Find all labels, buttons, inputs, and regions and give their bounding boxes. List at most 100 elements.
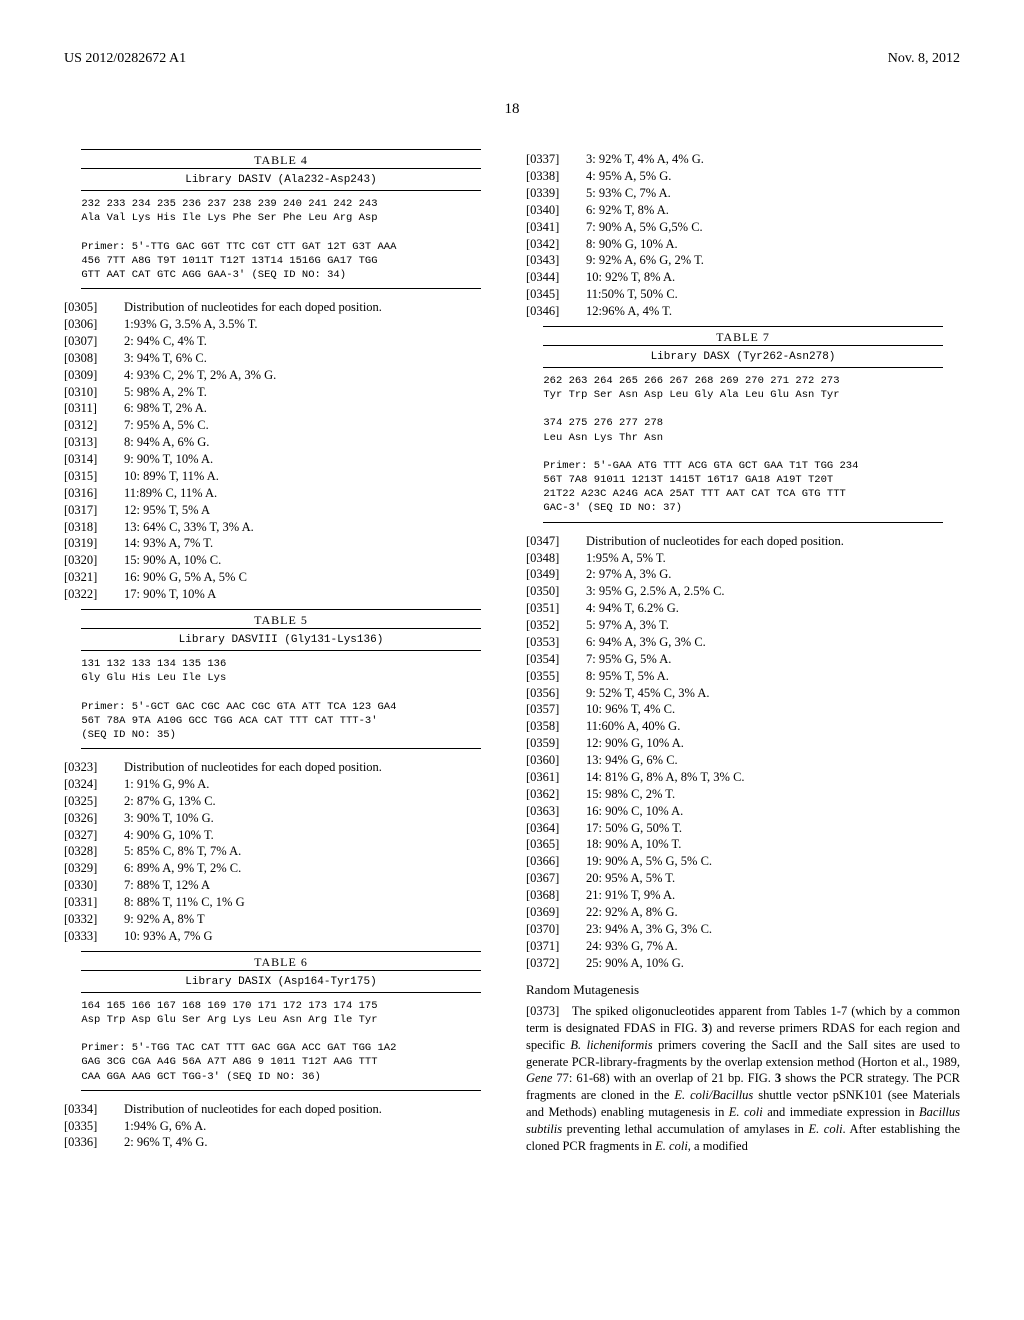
para-row: [0360]13: 94% G, 6% C. (526, 752, 960, 769)
para-index: [0335] (64, 1118, 124, 1135)
para-row: [0309]4: 93% C, 2% T, 2% A, 3% G. (64, 367, 498, 384)
para-row: [0337]3: 92% T, 4% A, 4% G. (526, 151, 960, 168)
para-index: [0315] (64, 468, 124, 485)
para-index: [0338] (526, 168, 586, 185)
para-row: [0319]14: 93% A, 7% T. (64, 535, 498, 552)
para-text: 24: 93% G, 7% A. (586, 938, 960, 955)
para-text: 6: 89% A, 9% T, 2% C. (124, 860, 498, 877)
para-text: 16: 90% G, 5% A, 5% C (124, 569, 498, 586)
para-text: Distribution of nucleotides for each dop… (586, 533, 960, 550)
para-index: [0322] (64, 586, 124, 603)
para-index: [0321] (64, 569, 124, 586)
para-index: [0373] (526, 1004, 572, 1018)
para-row: [0335]1:94% G, 6% A. (64, 1118, 498, 1135)
para-fragment: 77: 61-68) with an overlap of 21 bp. FIG… (552, 1071, 775, 1085)
para-text: 20: 95% A, 5% T. (586, 870, 960, 887)
para-fragment: preventing lethal accumulation of amylas… (562, 1122, 808, 1136)
para-text: 1: 91% G, 9% A. (124, 776, 498, 793)
para-row: [0332]9: 92% A, 8% T (64, 911, 498, 928)
para-row: [0320]15: 90% A, 10% C. (64, 552, 498, 569)
para-index: [0342] (526, 236, 586, 253)
para-row: [0305]Distribution of nucleotides for ea… (64, 299, 498, 316)
para-index: [0369] (526, 904, 586, 921)
para-row: [0345]11:50% T, 50% C. (526, 286, 960, 303)
para-text: 7: 88% T, 12% A (124, 877, 498, 894)
para-text: 14: 93% A, 7% T. (124, 535, 498, 552)
para-index: [0353] (526, 634, 586, 651)
para-text: 15: 98% C, 2% T. (586, 786, 960, 803)
para-index: [0313] (64, 434, 124, 451)
para-row: [0339]5: 93% C, 7% A. (526, 185, 960, 202)
para-text: 18: 90% A, 10% T. (586, 836, 960, 853)
para-fragment: E. coli (729, 1105, 763, 1119)
table-6: TABLE 6 Library DASIX (Asp164-Tyr175) 16… (81, 951, 480, 1091)
para-index: [0351] (526, 600, 586, 617)
para-text: 4: 95% A, 5% G. (586, 168, 960, 185)
para-text: 1:94% G, 6% A. (124, 1118, 498, 1135)
para-row: [0341]7: 90% A, 5% G,5% C. (526, 219, 960, 236)
para-text: 4: 90% G, 10% T. (124, 827, 498, 844)
para-row: [0351]4: 94% T, 6.2% G. (526, 600, 960, 617)
para-text: 5: 97% A, 3% T. (586, 617, 960, 634)
para-index: [0309] (64, 367, 124, 384)
para-index: [0370] (526, 921, 586, 938)
para-index: [0312] (64, 417, 124, 434)
right-column: [0337]3: 92% T, 4% A, 4% G.[0338]4: 95% … (526, 143, 960, 1157)
para-text: 5: 98% A, 2% T. (124, 384, 498, 401)
para-row: [0363]16: 90% C, 10% A. (526, 803, 960, 820)
para-text: 2: 97% A, 3% G. (586, 566, 960, 583)
para-index: [0333] (64, 928, 124, 945)
para-row: [0346]12:96% A, 4% T. (526, 303, 960, 320)
table-4-title: Library DASIV (Ala232-Asp243) (81, 171, 480, 190)
para-row: [0364]17: 50% G, 50% T. (526, 820, 960, 837)
para-text: 14: 81% G, 8% A, 8% T, 3% C. (586, 769, 960, 786)
para-row: [0316]11:89% C, 11% A. (64, 485, 498, 502)
para-index: [0311] (64, 400, 124, 417)
para-row: [0324]1: 91% G, 9% A. (64, 776, 498, 793)
para-text: 10: 92% T, 8% A. (586, 269, 960, 286)
page-number: 18 (64, 99, 960, 119)
para-row: [0313]8: 94% A, 6% G. (64, 434, 498, 451)
para-index: [0339] (526, 185, 586, 202)
para-text: 16: 90% C, 10% A. (586, 803, 960, 820)
para-text: 23: 94% A, 3% G, 3% C. (586, 921, 960, 938)
para-text: 8: 94% A, 6% G. (124, 434, 498, 451)
para-row: [0365]18: 90% A, 10% T. (526, 836, 960, 853)
para-row: [0366]19: 90% A, 5% G, 5% C. (526, 853, 960, 870)
para-row: [0322]17: 90% T, 10% A (64, 586, 498, 603)
para-index: [0344] (526, 269, 586, 286)
para-index: [0334] (64, 1101, 124, 1118)
para-row: [0325]2: 87% G, 13% C. (64, 793, 498, 810)
para-text: 4: 94% T, 6.2% G. (586, 600, 960, 617)
para-index: [0346] (526, 303, 586, 320)
para-text: 9: 92% A, 6% G, 2% T. (586, 252, 960, 269)
para-index: [0358] (526, 718, 586, 735)
para-index: [0359] (526, 735, 586, 752)
para-text: 1:95% A, 5% T. (586, 550, 960, 567)
para-text: 13: 94% G, 6% C. (586, 752, 960, 769)
para-index: [0368] (526, 887, 586, 904)
para-index: [0318] (64, 519, 124, 536)
para-index: [0307] (64, 333, 124, 350)
para-index: [0365] (526, 836, 586, 853)
para-text: 5: 85% C, 8% T, 7% A. (124, 843, 498, 860)
para-index: [0364] (526, 820, 586, 837)
table-6-body: 164 165 166 167 168 169 170 171 172 173 … (81, 995, 480, 1088)
para-index: [0320] (64, 552, 124, 569)
para-text: 7: 95% A, 5% C. (124, 417, 498, 434)
para-text: 1:93% G, 3.5% A, 3.5% T. (124, 316, 498, 333)
para-index: [0347] (526, 533, 586, 550)
list-7: [0347]Distribution of nucleotides for ea… (526, 533, 960, 972)
para-row: [0311]6: 98% T, 2% A. (64, 400, 498, 417)
para-index: [0317] (64, 502, 124, 519)
para-text: 12:96% A, 4% T. (586, 303, 960, 320)
para-text: 3: 92% T, 4% A, 4% G. (586, 151, 960, 168)
table-4-label: TABLE 4 (81, 152, 480, 168)
para-index: [0350] (526, 583, 586, 600)
para-index: [0308] (64, 350, 124, 367)
para-index: [0337] (526, 151, 586, 168)
header-left: US 2012/0282672 A1 (64, 50, 186, 69)
para-text: 15: 90% A, 10% C. (124, 552, 498, 569)
para-row: [0353]6: 94% A, 3% G, 3% C. (526, 634, 960, 651)
page-header: US 2012/0282672 A1 Nov. 8, 2012 (64, 50, 960, 69)
